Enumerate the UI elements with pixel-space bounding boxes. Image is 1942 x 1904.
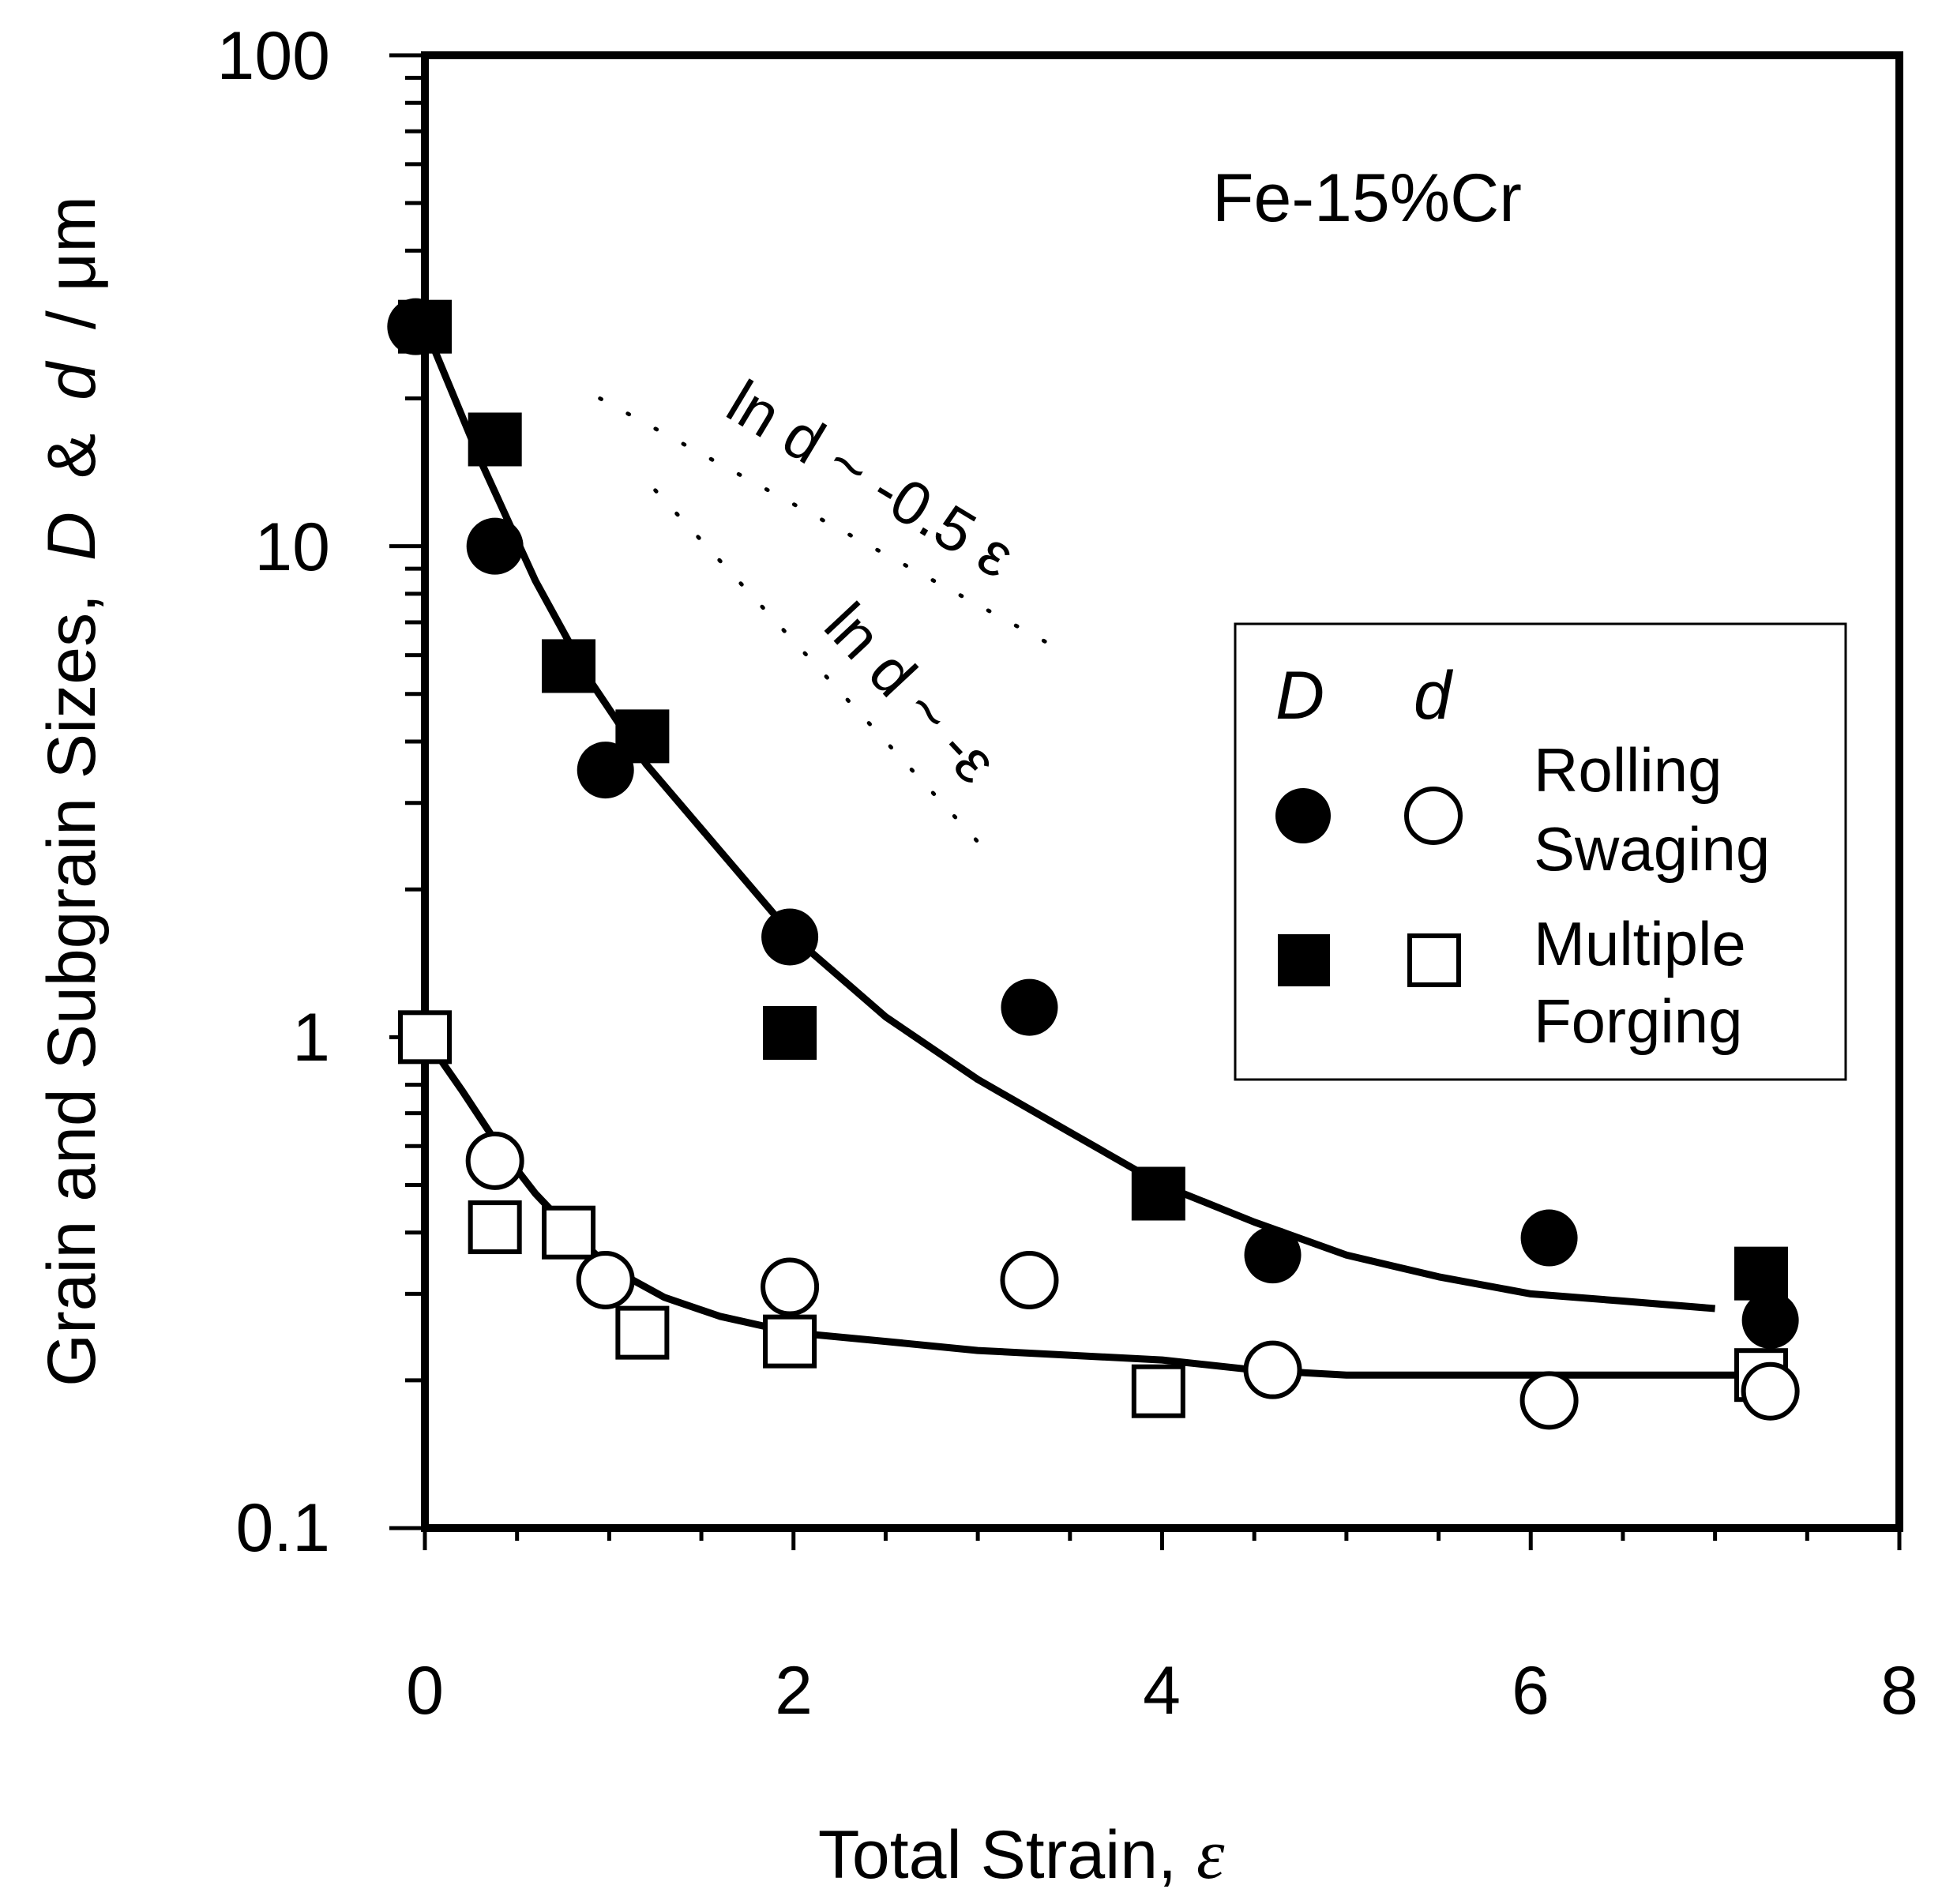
x-tick-label: 4 bbox=[1143, 1653, 1181, 1729]
data-point-open-square bbox=[763, 1314, 817, 1369]
data-point-open-circle bbox=[1741, 1361, 1800, 1421]
x-tick-label: 2 bbox=[775, 1653, 813, 1729]
slope2-annotation: ln d ~ -ε bbox=[812, 590, 1011, 796]
y-tick-label: 100 bbox=[217, 18, 331, 94]
x-tick-label: 8 bbox=[1880, 1653, 1918, 1729]
data-point-open-square bbox=[398, 1010, 452, 1065]
data-point-filled-square bbox=[468, 412, 522, 467]
x-axis-label: Total Strain, bbox=[818, 1817, 1177, 1893]
data-point-filled-square bbox=[1734, 1246, 1788, 1301]
x-axis-symbol: ε bbox=[1196, 1816, 1225, 1894]
chart-title: Fe-15%Cr bbox=[1212, 160, 1522, 236]
legend-open-square bbox=[1407, 933, 1461, 987]
data-point-filled-circle bbox=[1244, 1226, 1302, 1284]
data-point-filled-circle bbox=[466, 517, 524, 575]
y-tick-label: 1 bbox=[292, 1000, 330, 1076]
data-point-open-square bbox=[615, 1305, 670, 1360]
y-axis-label-unit: / μm bbox=[34, 196, 110, 329]
legend-header-d: d bbox=[1414, 658, 1454, 734]
data-point-open-circle bbox=[576, 1250, 635, 1309]
y-axis-label-amp: & bbox=[34, 434, 110, 479]
x-tick-label: 6 bbox=[1512, 1653, 1549, 1729]
data-points bbox=[387, 298, 1800, 1430]
data-point-open-circle bbox=[761, 1257, 820, 1316]
y-axis-label: Grain and Subgrain Sizes, D & d / μm bbox=[34, 196, 110, 1387]
legend-swaging-label: Swaging bbox=[1534, 814, 1770, 884]
y-tick-label: 10 bbox=[254, 509, 330, 585]
y-axis-label-d: d bbox=[34, 360, 110, 400]
data-point-filled-circle bbox=[1001, 978, 1058, 1036]
legend-header-D: D bbox=[1275, 658, 1324, 734]
data-point-filled-circle bbox=[1741, 1291, 1799, 1349]
legend-filled-square bbox=[1278, 934, 1330, 986]
data-point-open-square bbox=[468, 1200, 522, 1255]
legend-open-circle bbox=[1404, 787, 1463, 845]
data-point-open-circle bbox=[1519, 1371, 1579, 1430]
legend-box bbox=[1234, 622, 1847, 1081]
data-point-open-square bbox=[542, 1205, 596, 1260]
data-point-filled-circle bbox=[1520, 1209, 1578, 1267]
legend-multiple-label: Multiple bbox=[1534, 909, 1746, 978]
y-axis-ticks bbox=[389, 53, 425, 1530]
legend-filled-circle bbox=[1275, 788, 1331, 843]
data-point-open-circle bbox=[1000, 1250, 1059, 1309]
legend: D d Rolling Swaging Multiple Forging bbox=[1234, 622, 1847, 1081]
x-tick-label: 0 bbox=[406, 1653, 444, 1729]
data-point-filled-square bbox=[1131, 1166, 1185, 1221]
y-axis-label-D: D bbox=[34, 512, 110, 561]
data-point-open-circle bbox=[1243, 1340, 1302, 1399]
data-point-filled-square bbox=[763, 1005, 817, 1060]
data-point-filled-circle bbox=[387, 298, 445, 355]
data-point-open-square bbox=[1131, 1364, 1185, 1418]
legend-forging-label: Forging bbox=[1534, 986, 1742, 1056]
data-point-filled-circle bbox=[577, 742, 634, 799]
legend-rolling-label: Rolling bbox=[1534, 735, 1722, 805]
data-point-open-circle bbox=[465, 1131, 524, 1190]
data-point-filled-square bbox=[542, 639, 596, 693]
slope1-annotation: ln d ~ -0.5 ε bbox=[716, 366, 1026, 591]
y-axis-label-main: Grain and Subgrain Sizes, bbox=[34, 594, 110, 1387]
data-point-filled-circle bbox=[761, 908, 819, 966]
x-axis-ticks bbox=[423, 1528, 1902, 1550]
y-tick-label: 0.1 bbox=[235, 1490, 330, 1566]
